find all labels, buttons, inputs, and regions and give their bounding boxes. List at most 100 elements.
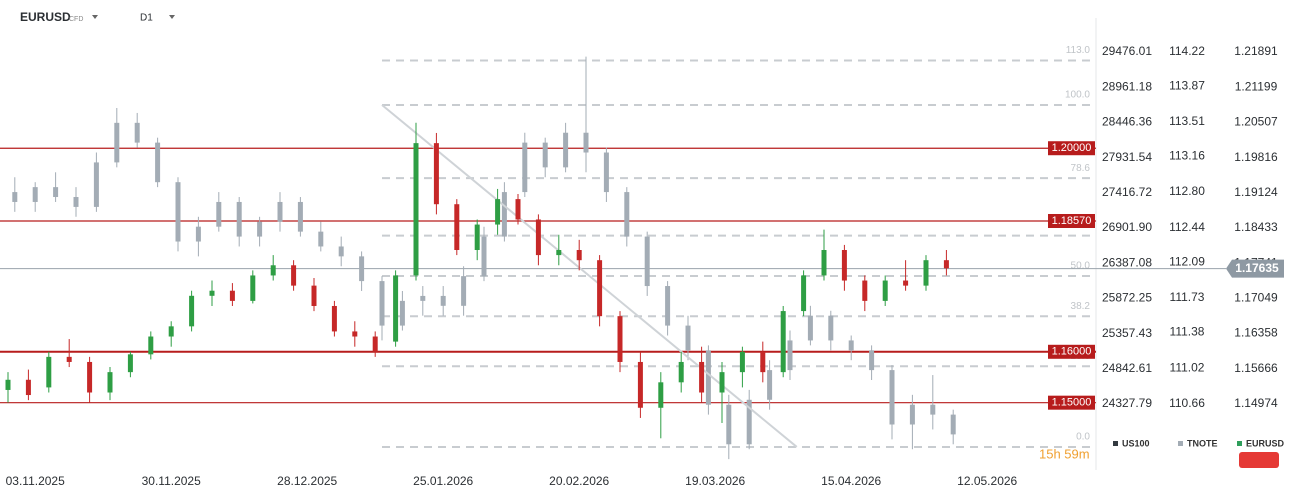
level-tag-label: 1.18570	[1052, 215, 1092, 227]
y-tick-label: 1.19816	[1234, 150, 1278, 164]
candle-body	[291, 265, 297, 286]
x-tick-label: 30.11.2025	[142, 474, 201, 488]
candle-body	[556, 250, 562, 256]
y-tick-label: 110.66	[1169, 396, 1205, 410]
candle-body	[563, 132, 569, 168]
symbol-dropdown[interactable]	[92, 15, 98, 19]
level-tag-label: 1.16000	[1052, 346, 1092, 358]
candle-body	[522, 142, 528, 193]
action-button[interactable]	[1239, 452, 1279, 468]
y-tick-label: 111.73	[1170, 290, 1205, 304]
candle-body	[678, 361, 684, 383]
symbol[interactable]: EURUSD	[20, 10, 71, 24]
candle-body	[515, 199, 521, 220]
candle-body	[862, 280, 868, 301]
candle-body	[399, 300, 405, 326]
fib-label: 100.0	[1065, 90, 1090, 101]
candle-body	[869, 350, 875, 371]
fib-label: 78.6	[1071, 163, 1091, 174]
candle-body	[474, 224, 480, 251]
candle-body	[32, 187, 38, 202]
timeframe[interactable]: D1	[140, 13, 153, 24]
candle-body	[331, 305, 337, 332]
level-tag	[1048, 395, 1095, 410]
candle-body	[787, 340, 793, 371]
y-tick-label: 111.38	[1170, 325, 1205, 339]
plot: 03.11.2025 30.11.2025 28.12.2025 25.01.2026…	[0, 44, 1285, 488]
y-tick-label: 1.15666	[1234, 361, 1278, 375]
y-tick-label: 26901.90	[1102, 220, 1152, 234]
y-tick-label: 27416.72	[1102, 185, 1152, 199]
candle-body	[943, 260, 949, 269]
y-tick-label: 113.87	[1169, 78, 1205, 92]
candle-body	[420, 295, 426, 301]
candle-body	[624, 192, 630, 237]
candle-body	[848, 340, 854, 351]
candle-body	[542, 142, 548, 168]
instrument-type: CFD	[69, 16, 83, 23]
candle-body	[277, 201, 283, 222]
candle-body	[481, 236, 487, 277]
candle-body	[828, 315, 834, 341]
candle-body	[889, 370, 895, 425]
price-tag	[1226, 259, 1284, 278]
candle-body	[338, 246, 344, 257]
level-tag-label: 1.15000	[1052, 397, 1092, 409]
level-tag	[1048, 344, 1095, 359]
candle-body	[352, 331, 358, 337]
x-tick-label: 12.05.2026	[957, 474, 1017, 488]
candle-body	[699, 361, 705, 393]
candle-body	[501, 192, 507, 237]
candle-body	[127, 354, 133, 373]
y-tick-label: 1.21891	[1234, 44, 1278, 58]
y-tick-label: 112.80	[1169, 184, 1205, 198]
candle-body	[739, 351, 745, 373]
price-tag-label: 1.17635	[1235, 261, 1279, 275]
level-tag	[1048, 213, 1095, 228]
candle-body	[66, 356, 72, 362]
candle-body	[318, 231, 324, 247]
fib-label: 50.0	[1071, 261, 1091, 272]
candle-body	[107, 372, 113, 393]
candle-body	[257, 221, 263, 237]
candle-body	[413, 143, 419, 276]
y-tick-label: 111.02	[1170, 360, 1205, 374]
x-tick-label: 28.12.2025	[277, 474, 337, 488]
candle-body	[821, 250, 827, 276]
candle-body	[583, 132, 589, 153]
timeframe-dropdown[interactable]	[169, 15, 175, 19]
candle-body	[372, 336, 378, 352]
legend-label: EURUSD	[1246, 438, 1285, 448]
candle-body	[665, 286, 671, 326]
candle-body	[705, 350, 711, 405]
candle-body	[297, 201, 303, 232]
legend-label: US100	[1122, 438, 1150, 448]
x-tick-label: 03.11.2025	[6, 474, 65, 488]
fib-label: 113.0	[1066, 45, 1091, 56]
y-tick-label: 1.18433	[1234, 220, 1278, 234]
candle-body	[189, 295, 195, 327]
candle-body	[617, 316, 623, 362]
y-tick-label: 29476.01	[1102, 44, 1152, 58]
candle-body	[930, 404, 936, 415]
candle-body	[359, 256, 365, 282]
y-tick-label: 1.21199	[1235, 79, 1278, 93]
candle-body	[882, 280, 888, 301]
candle-body	[644, 236, 650, 287]
y-tick-label: 26387.08	[1102, 255, 1152, 269]
candle-body	[841, 250, 847, 281]
candle-body	[73, 197, 79, 207]
legend-swatch	[1113, 441, 1118, 446]
candle-timer: 15h 59m	[1039, 446, 1090, 461]
candle-body	[603, 152, 609, 193]
y-tick-label: 25872.25	[1102, 291, 1152, 305]
fib-label: 38.2	[1071, 301, 1091, 312]
y-tick-label: 27931.54	[1102, 150, 1152, 164]
y-tick-label: 113.51	[1169, 114, 1205, 128]
candle-body	[807, 315, 813, 341]
candle-body	[148, 336, 154, 355]
candle-body	[903, 280, 909, 286]
candle-body	[87, 361, 93, 393]
candle-body	[311, 285, 317, 306]
candle-body	[216, 201, 222, 227]
